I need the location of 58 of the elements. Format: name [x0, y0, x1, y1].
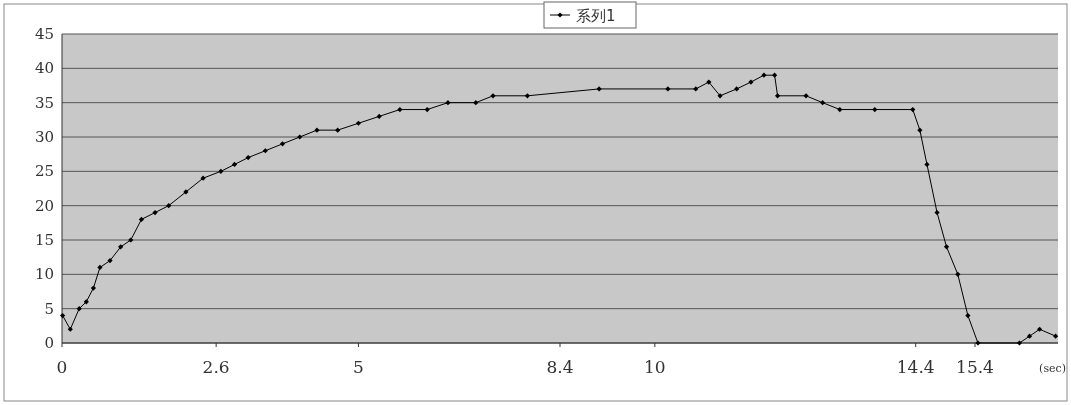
point [138, 216, 145, 222]
point [955, 271, 961, 277]
point [1016, 340, 1023, 346]
point [1037, 326, 1043, 332]
point [262, 148, 268, 154]
point [231, 161, 238, 168]
point [772, 72, 778, 78]
y-tick-label: 20 [34, 196, 54, 215]
legend-label: 系列1 [576, 7, 616, 25]
point [355, 120, 362, 126]
point [524, 93, 530, 99]
point [59, 312, 66, 319]
y-tick-label: 15 [34, 231, 54, 249]
point [424, 106, 430, 113]
point [152, 209, 158, 216]
y-tick-label: 30 [34, 128, 54, 146]
legend: 系列1 [543, 1, 637, 29]
point [67, 326, 73, 332]
x-axis-title: (sec) [1039, 362, 1066, 375]
x-tick-label: 5 [353, 357, 364, 377]
point [397, 106, 403, 113]
point [166, 203, 172, 209]
point [218, 168, 224, 174]
point [924, 161, 930, 168]
y-tick-label: 0 [44, 334, 54, 352]
point [473, 100, 479, 106]
point [245, 155, 251, 161]
point [376, 113, 382, 119]
y-tick-label: 10 [34, 265, 54, 284]
y-tick-label: 35 [34, 93, 54, 112]
y-tick-label: 40 [34, 59, 54, 78]
x-tick-label: 15.4 [956, 357, 994, 377]
point [872, 106, 878, 113]
y-tick-label: 25 [34, 162, 54, 181]
x-tick-label: 10 [644, 357, 666, 377]
point [279, 141, 286, 147]
point [934, 209, 940, 216]
point [76, 306, 82, 312]
y-tick-label: 5 [44, 299, 54, 318]
point [1053, 333, 1059, 339]
x-tick-label: 2.6 [202, 357, 230, 377]
point [90, 285, 97, 291]
point [1026, 333, 1033, 339]
point [774, 93, 781, 99]
point [943, 244, 950, 250]
x-tick-label: 14.4 [896, 357, 935, 377]
point [734, 86, 740, 92]
point [837, 106, 843, 113]
y-tick-label: 45 [34, 25, 54, 43]
point [118, 244, 124, 250]
point [107, 258, 113, 264]
point [965, 312, 971, 319]
point [910, 106, 916, 113]
point [335, 127, 341, 133]
point [83, 299, 89, 305]
x-tick-label: 8.4 [546, 357, 574, 377]
point [97, 264, 103, 271]
point [820, 100, 826, 106]
